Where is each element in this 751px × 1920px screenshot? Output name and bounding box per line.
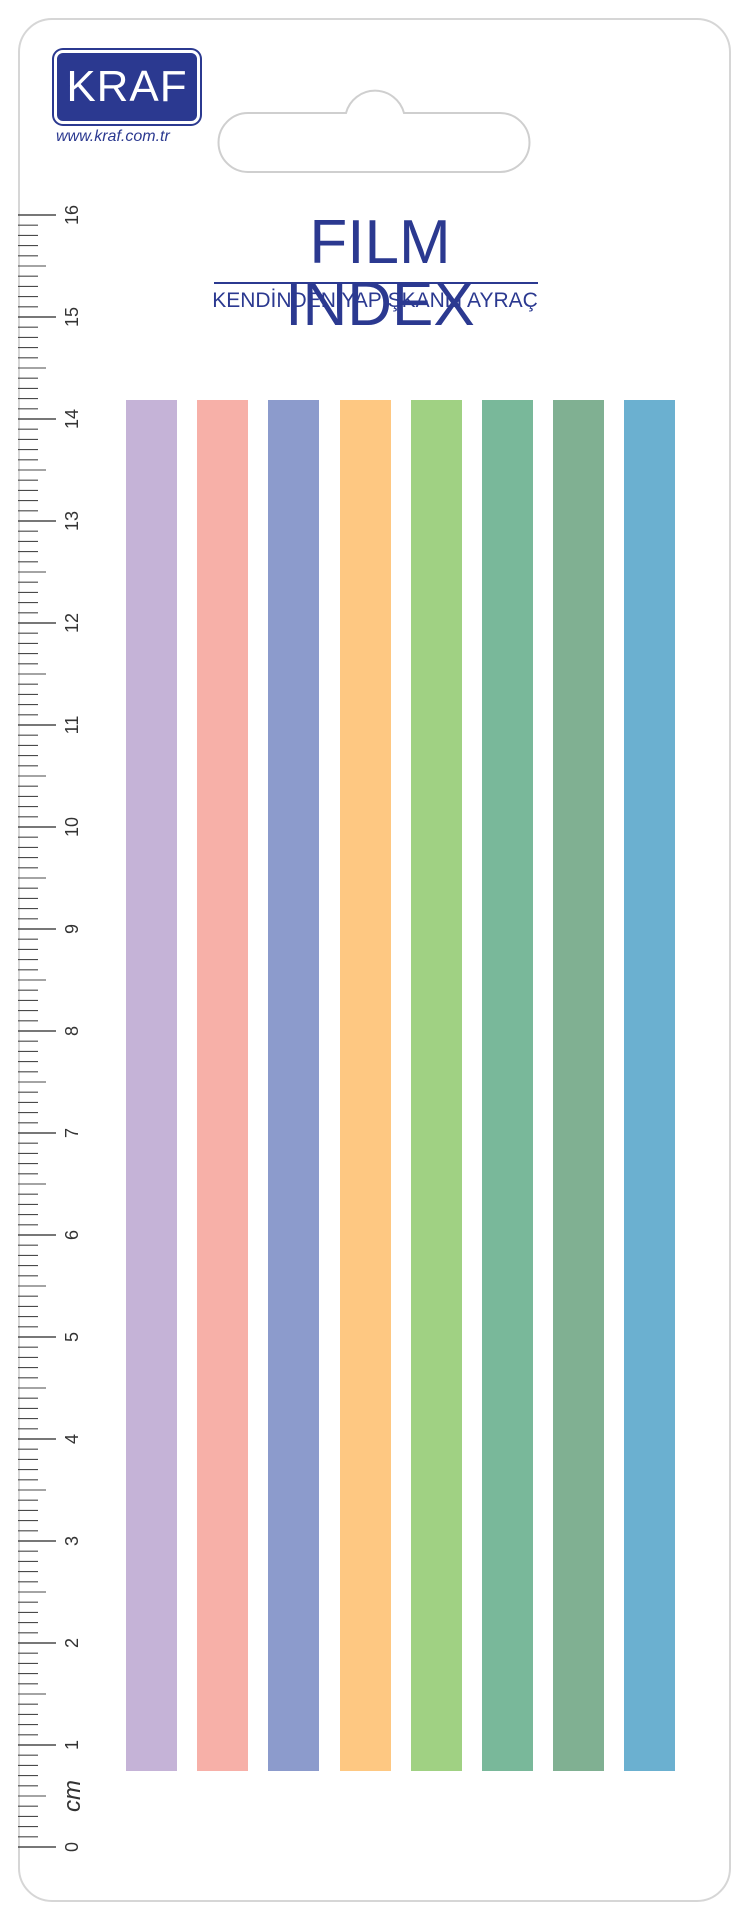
title-divider: [214, 282, 538, 284]
index-strip: [339, 400, 391, 1771]
index-strip: [624, 400, 676, 1771]
logo-text: KRAF: [66, 62, 188, 111]
brand-url: www.kraf.com.tr: [56, 128, 170, 145]
index-strip: [482, 400, 533, 1771]
product-subtitle: KENDİNDEN YAPIŞKANLI AYRAÇ: [212, 289, 538, 312]
index-strip: [268, 400, 320, 1771]
product-title: FILM INDEX: [285, 208, 475, 339]
kraf-logo: KRAF: [54, 50, 200, 124]
index-strip: [553, 400, 605, 1771]
index-strip: [126, 400, 177, 1771]
index-strip: [197, 400, 249, 1771]
index-strip: [410, 400, 462, 1771]
